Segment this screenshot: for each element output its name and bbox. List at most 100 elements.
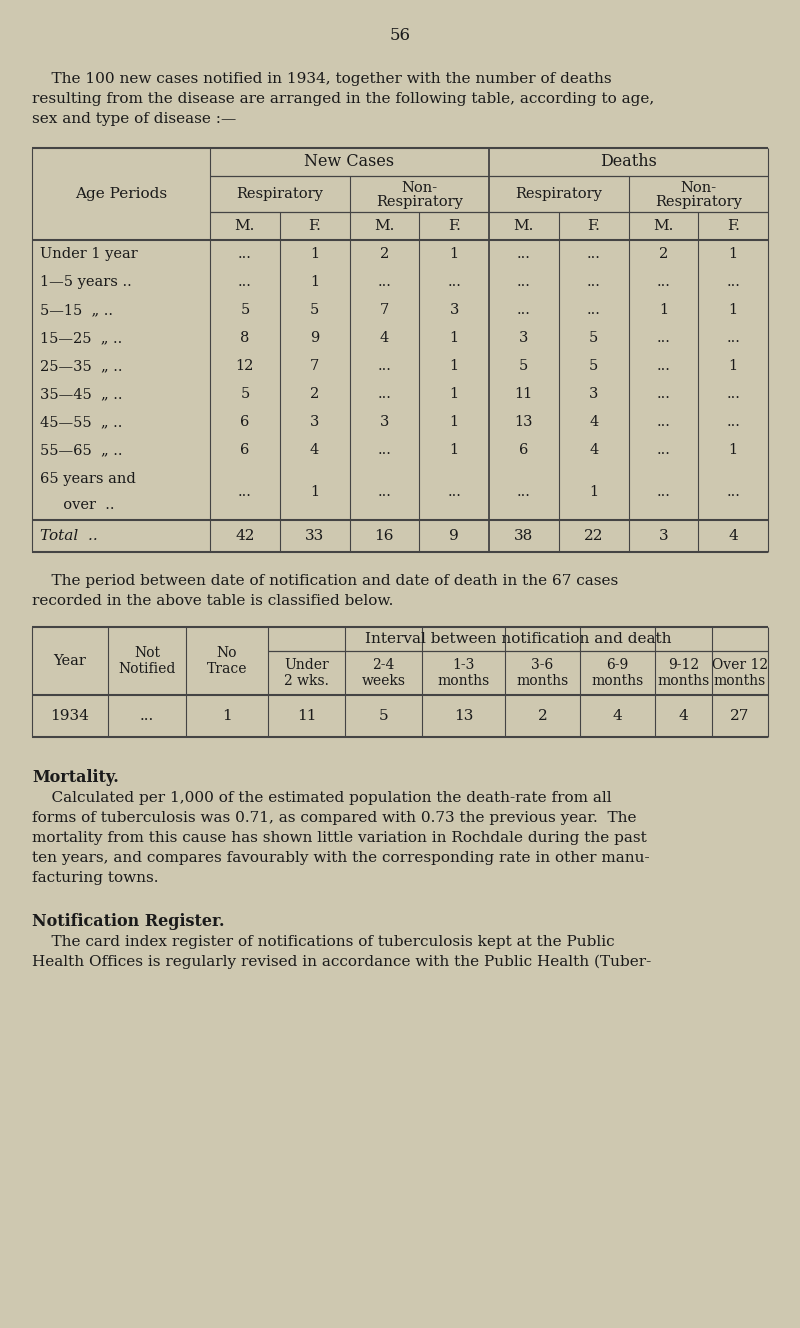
Text: Respiratory: Respiratory [236,187,323,201]
Text: 45—55  „ ..: 45—55 „ .. [40,414,122,429]
Text: resulting from the disease are arranged in the following table, according to age: resulting from the disease are arranged … [32,92,654,106]
Text: 4: 4 [589,444,598,457]
Text: ...: ... [726,275,740,290]
Text: 42: 42 [235,529,254,543]
Text: 13: 13 [514,414,533,429]
Text: months: months [658,675,710,688]
Text: Under: Under [284,657,329,672]
Text: ...: ... [726,386,740,401]
Text: 3: 3 [519,331,529,345]
Text: mortality from this cause has shown little variation in Rochdale during the past: mortality from this cause has shown litt… [32,831,646,845]
Text: ...: ... [657,359,670,373]
Text: M.: M. [374,219,394,232]
Text: 1934: 1934 [50,709,90,722]
Text: 55—65  „ ..: 55—65 „ .. [40,444,122,457]
Text: 5: 5 [310,303,319,317]
Text: ...: ... [517,247,531,262]
Text: ten years, and compares favourably with the corresponding rate in other manu-: ten years, and compares favourably with … [32,851,650,865]
Text: 1: 1 [450,331,458,345]
Text: 16: 16 [374,529,394,543]
Text: M.: M. [514,219,534,232]
Text: ...: ... [726,485,740,499]
Text: 13: 13 [454,709,473,722]
Text: ...: ... [378,444,391,457]
Text: F.: F. [587,219,600,232]
Text: facturing towns.: facturing towns. [32,871,158,884]
Text: 4: 4 [380,331,389,345]
Text: 12: 12 [236,359,254,373]
Text: 6: 6 [240,414,250,429]
Text: Under 1 year: Under 1 year [40,247,138,262]
Text: weeks: weeks [362,675,406,688]
Text: M.: M. [234,219,255,232]
Text: 2: 2 [538,709,547,722]
Text: 11: 11 [297,709,316,722]
Text: 2: 2 [380,247,389,262]
Text: 25—35  „ ..: 25—35 „ .. [40,359,122,373]
Text: Health Offices is regularly revised in accordance with the Public Health (Tuber-: Health Offices is regularly revised in a… [32,955,651,969]
Text: Total  ..: Total .. [40,529,98,543]
Text: 11: 11 [514,386,533,401]
Text: Respiratory: Respiratory [376,195,462,208]
Text: 9: 9 [450,529,459,543]
Text: F.: F. [448,219,461,232]
Text: Not: Not [134,645,160,660]
Text: 3: 3 [380,414,389,429]
Text: The period between date of notification and date of death in the 67 cases: The period between date of notification … [32,574,618,588]
Text: M.: M. [653,219,674,232]
Text: ...: ... [726,331,740,345]
Text: ...: ... [447,485,461,499]
Text: ...: ... [140,709,154,722]
Text: 1-3: 1-3 [452,657,474,672]
Text: 38: 38 [514,529,534,543]
Text: sex and type of disease :—: sex and type of disease :— [32,112,236,126]
Text: ...: ... [447,275,461,290]
Text: Notification Register.: Notification Register. [32,914,225,930]
Text: Interval between notification and death: Interval between notification and death [365,632,671,645]
Text: ...: ... [517,275,531,290]
Text: 3: 3 [310,414,319,429]
Text: 9: 9 [310,331,319,345]
Text: 4: 4 [310,444,319,457]
Text: 4: 4 [728,529,738,543]
Text: Respiratory: Respiratory [515,187,602,201]
Text: 3: 3 [589,386,598,401]
Text: over  ..: over .. [54,498,114,511]
Text: ...: ... [517,485,531,499]
Text: 6: 6 [240,444,250,457]
Text: months: months [591,675,644,688]
Text: Over 12: Over 12 [712,657,768,672]
Text: 1: 1 [450,386,458,401]
Text: 1: 1 [450,444,458,457]
Text: 1: 1 [729,359,738,373]
Text: 5: 5 [589,331,598,345]
Text: 1: 1 [222,709,232,722]
Text: 5: 5 [589,359,598,373]
Text: 2 wks.: 2 wks. [284,675,329,688]
Text: 5—15  „ ..: 5—15 „ .. [40,303,113,317]
Text: New Cases: New Cases [305,154,394,170]
Text: 1—5 years ..: 1—5 years .. [40,275,132,290]
Text: recorded in the above table is classified below.: recorded in the above table is classifie… [32,594,394,608]
Text: Non-: Non- [680,181,716,195]
Text: 5: 5 [240,303,250,317]
Text: F.: F. [308,219,321,232]
Text: Respiratory: Respiratory [655,195,742,208]
Text: 7: 7 [310,359,319,373]
Text: 6-9: 6-9 [606,657,629,672]
Text: 35—45  „ ..: 35—45 „ .. [40,386,122,401]
Text: 1: 1 [589,485,598,499]
Text: ...: ... [657,444,670,457]
Text: 33: 33 [305,529,324,543]
Text: ...: ... [726,414,740,429]
Text: 9-12: 9-12 [668,657,699,672]
Text: 1: 1 [450,414,458,429]
Text: 3: 3 [658,529,668,543]
Text: Mortality.: Mortality. [32,769,118,786]
Text: ...: ... [378,359,391,373]
Text: 2: 2 [658,247,668,262]
Text: Deaths: Deaths [600,154,657,170]
Text: 27: 27 [730,709,750,722]
Text: ...: ... [238,485,252,499]
Text: 8: 8 [240,331,250,345]
